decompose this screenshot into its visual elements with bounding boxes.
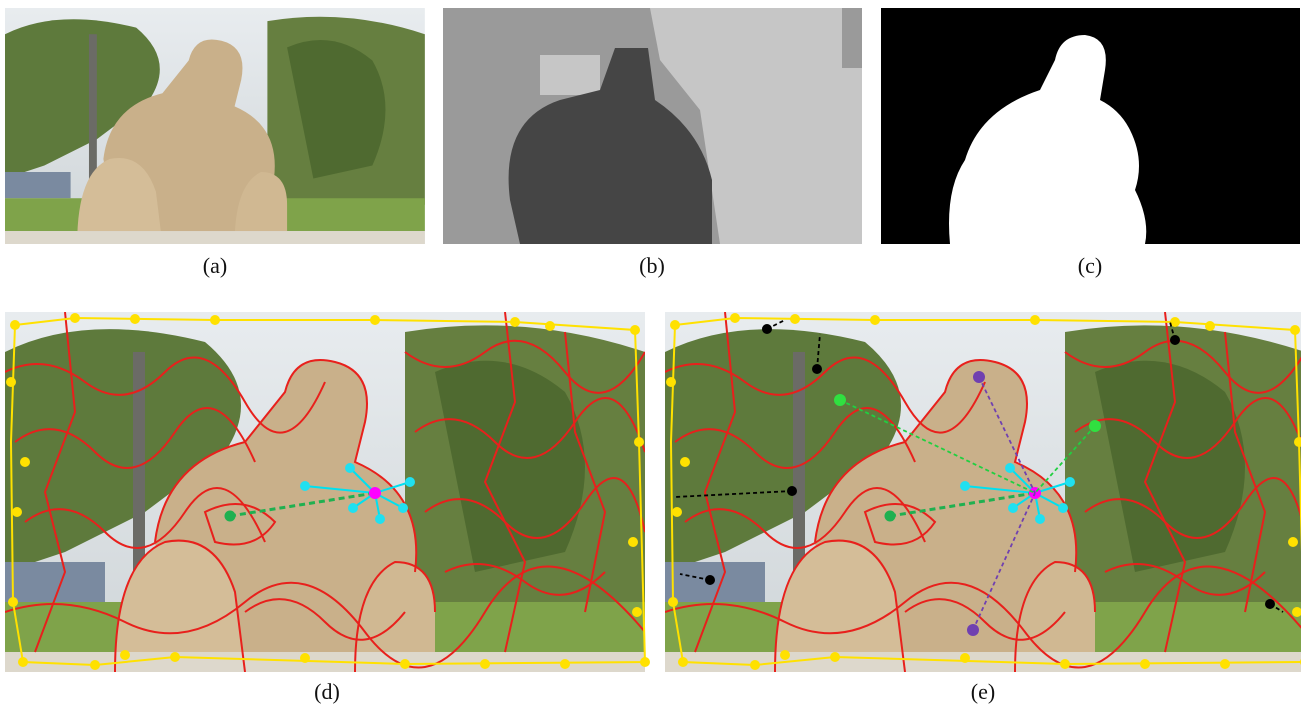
panel-e-image	[665, 312, 1301, 672]
panel-d-image	[5, 312, 650, 672]
caption: (c)	[1078, 253, 1102, 278]
caption: (e)	[971, 679, 995, 704]
panel-a-image	[5, 8, 425, 244]
page: {"figure": {"panels": [ {"caption": "(a)…	[0, 0, 1301, 711]
panel-b-image	[443, 8, 862, 244]
caption: (a)	[203, 253, 227, 278]
panel-c-image	[881, 8, 1300, 244]
caption: (b)	[639, 253, 665, 278]
figure: (a) (b) (c) (d) (e)	[0, 0, 1301, 711]
caption: (d)	[314, 679, 340, 704]
